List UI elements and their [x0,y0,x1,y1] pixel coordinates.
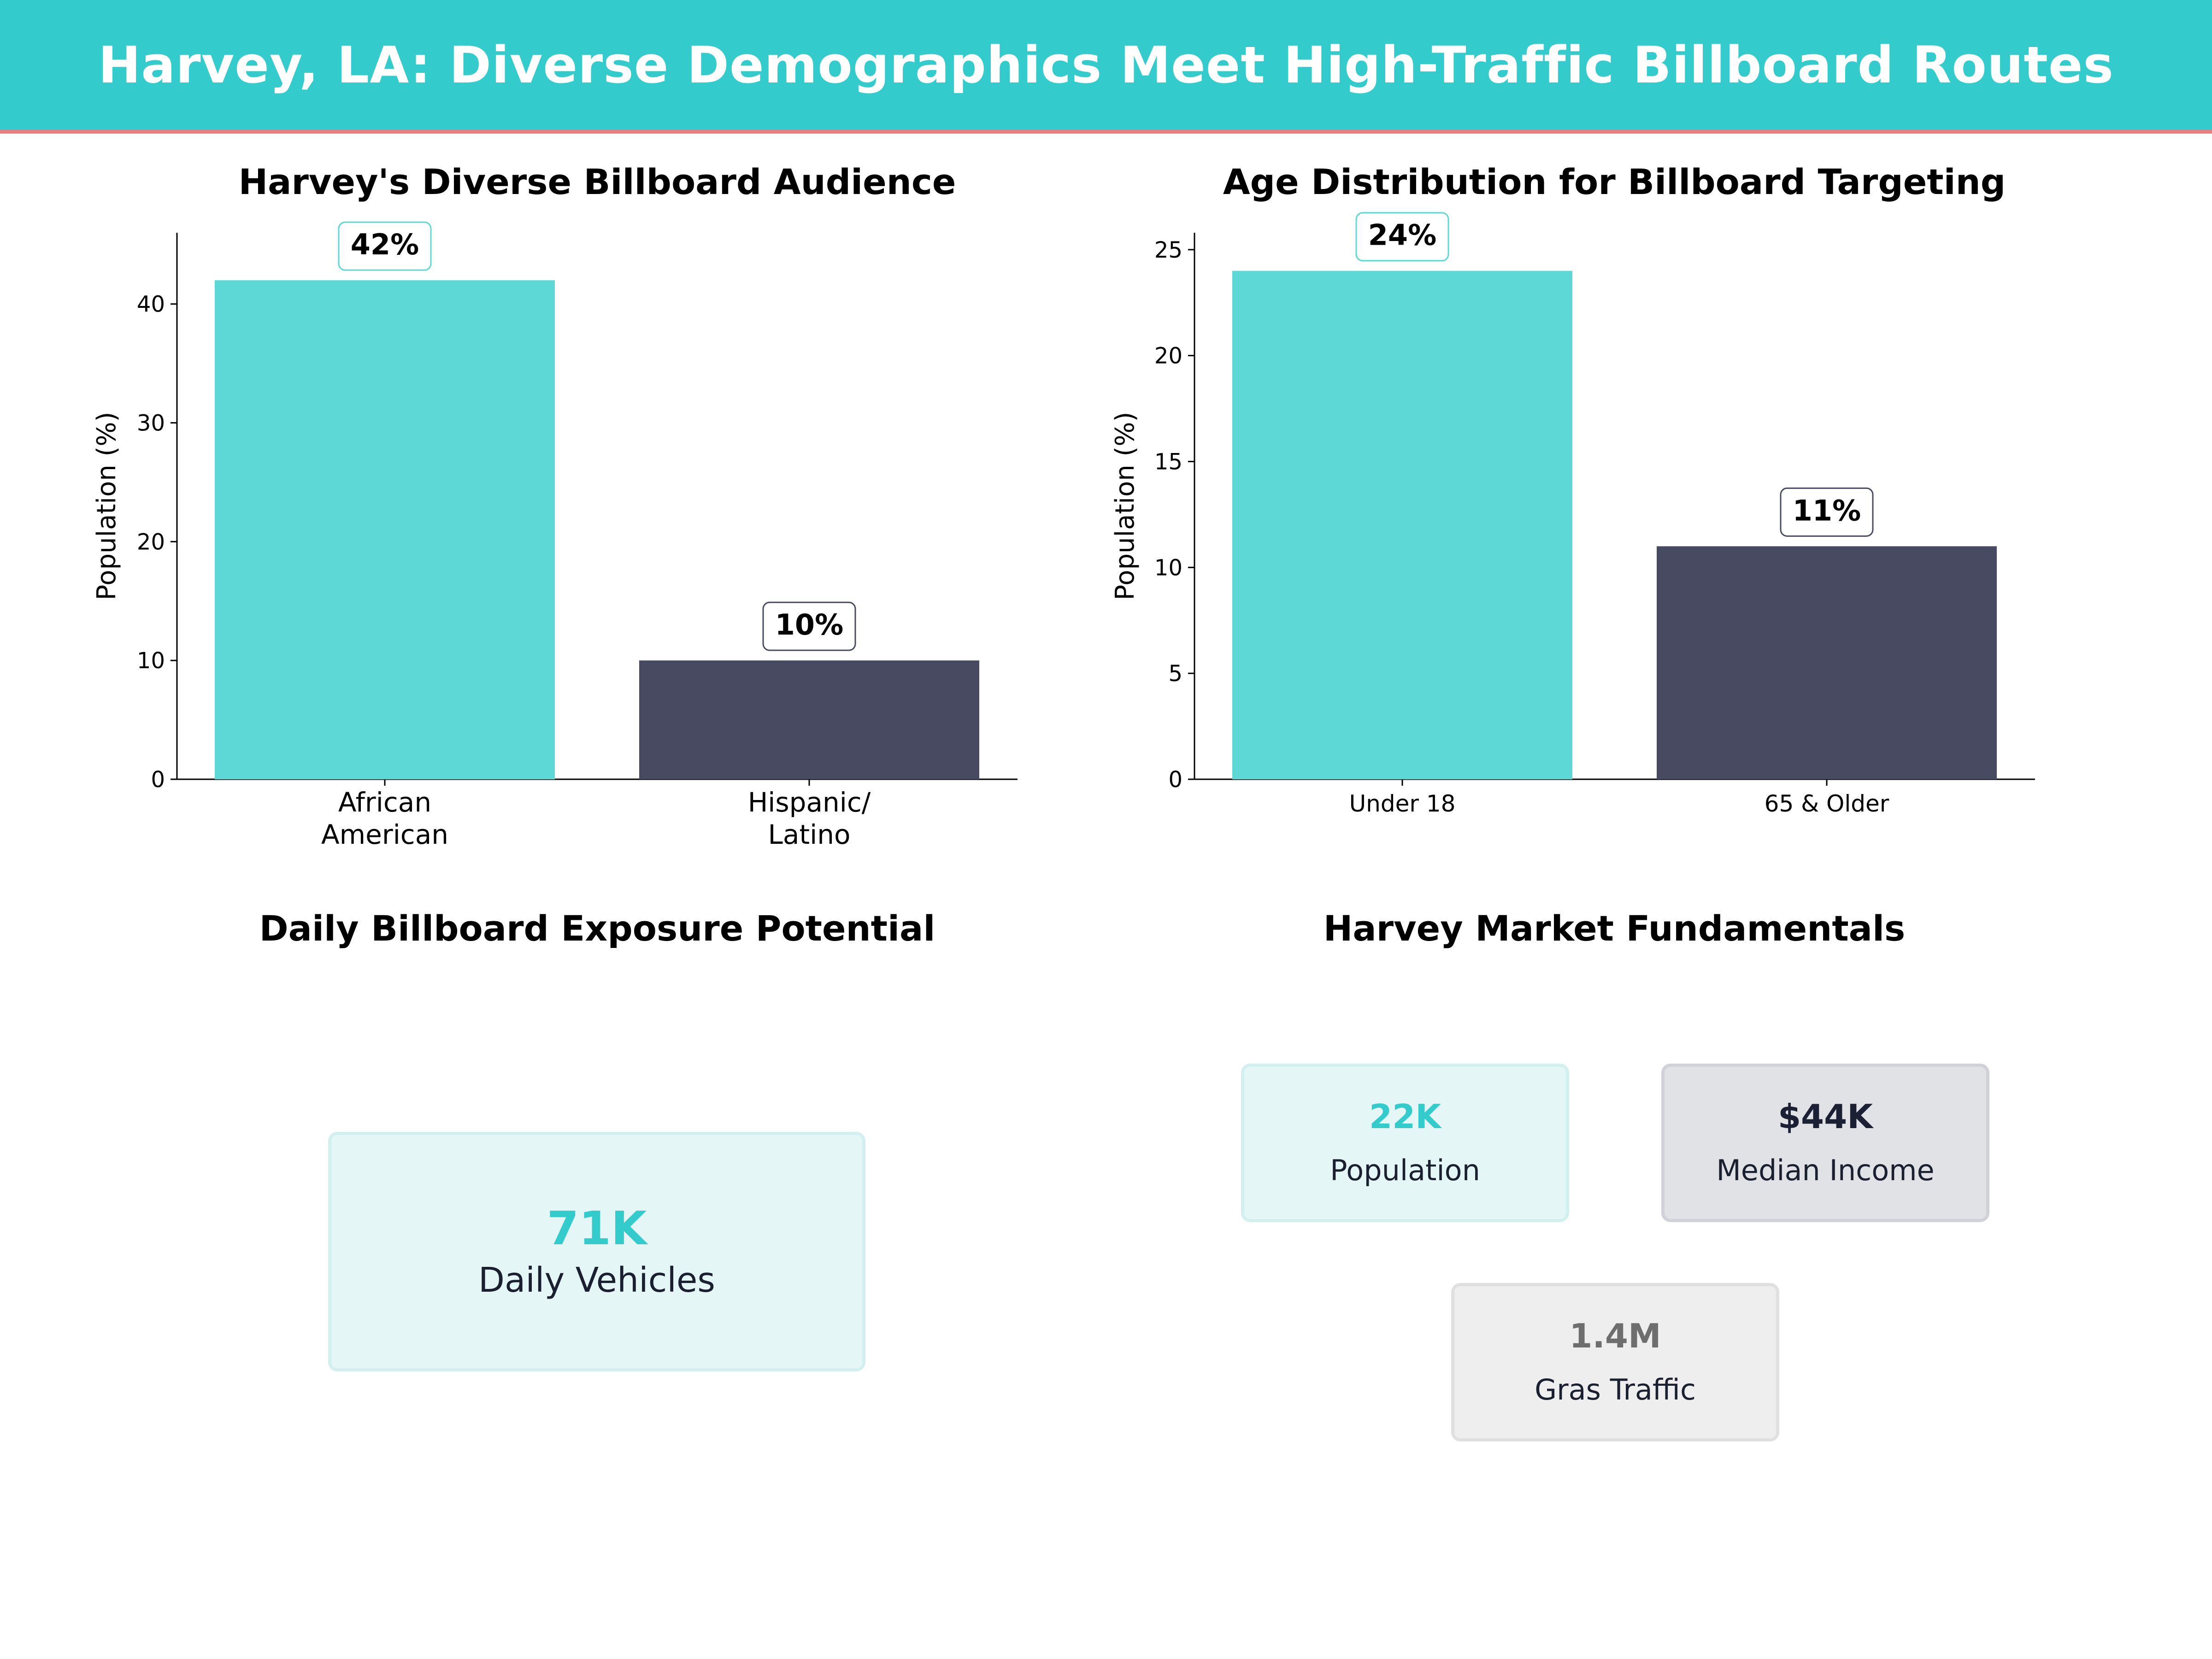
y-tick-label: 10 [1154,555,1182,581]
chart1-title: Harvey's Diverse Billboard Audience [238,161,956,202]
data-label-box [1355,212,1449,262]
exposure-title: Daily Billboard Exposure Potential [259,908,935,949]
population-label: Population [1330,1153,1480,1188]
data-label: 10% [775,608,843,641]
daily-vehicles-value: 71K [547,1201,647,1255]
x-tick-label: American [321,819,448,850]
data-label: 11% [1793,494,1861,527]
y-tick-label: 0 [151,767,165,793]
y-tick-label: 40 [137,292,165,318]
bar [639,660,979,779]
x-tick-label: Latino [768,819,851,850]
bar [1232,271,1572,780]
population-card: 22K Population [1241,1064,1569,1222]
y-tick-label: 0 [1168,767,1182,793]
y-tick-label: 20 [1154,343,1182,369]
median-income-card: $44K Median Income [1661,1064,1989,1222]
gras-traffic-value: 1.4M [1569,1316,1661,1355]
data-label: 42% [351,228,419,261]
median-income-value: $44K [1777,1097,1873,1136]
daily-vehicles-label: Daily Vehicles [478,1260,715,1300]
y-tick-label: 10 [137,648,165,674]
y-tick-label: 25 [1154,237,1182,263]
population-value: 22K [1369,1097,1441,1136]
data-label-box [1780,487,1874,537]
y-tick-label: 5 [1168,661,1182,687]
x-tick-label: Hispanic/ [748,787,871,818]
x-tick-label: African [338,787,431,818]
daily-vehicles-card: 71K Daily Vehicles [328,1132,865,1371]
data-label: 24% [1368,218,1436,252]
y-tick-label: 15 [1154,449,1182,475]
bar [1657,546,1997,779]
data-label-box [762,601,856,651]
chart2-title: Age Distribution for Billboard Targeting [1223,161,2006,202]
x-tick-label: 65 & Older [1765,790,1889,817]
page-title: Harvey, LA: Diverse Demographics Meet Hi… [98,35,2114,94]
median-income-label: Median Income [1716,1153,1935,1188]
x-tick-label: Under 18 [1349,790,1456,817]
y-tick-label: 20 [137,529,165,555]
y-axis-label: Population (%) [92,412,122,600]
gras-traffic-card: 1.4M Gras Traffic [1451,1283,1779,1441]
header-banner: Harvey, LA: Diverse Demographics Meet Hi… [0,0,2212,134]
y-tick-label: 30 [137,411,165,436]
gras-traffic-label: Gras Traffic [1535,1373,1696,1407]
fundamentals-title: Harvey Market Fundamentals [1323,908,1906,949]
y-axis-label: Population (%) [1110,412,1140,600]
data-label-box [338,221,432,271]
bar [215,280,555,780]
